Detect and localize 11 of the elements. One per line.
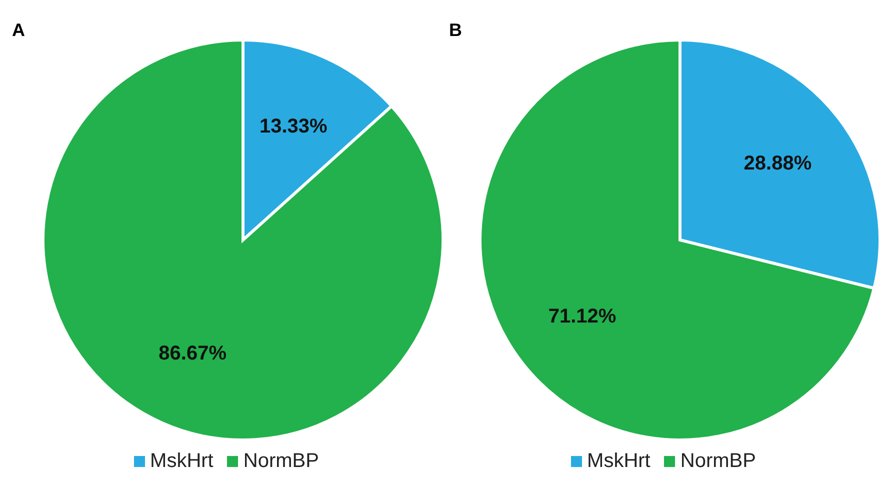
data-label: 71.12% [548,305,616,328]
data-label: 13.33% [260,116,328,138]
chart-title: A [12,20,25,41]
chart-title: B [449,20,462,41]
pie-slice [42,38,444,442]
legend-label: MskHrt [587,450,650,473]
legend-label: MskHrt [150,450,214,473]
slice-label: NormBP [680,450,756,473]
slice-label: NormBP [243,450,319,473]
data-label: 86.67% [158,342,227,364]
data-label: 28.88% [744,152,812,175]
